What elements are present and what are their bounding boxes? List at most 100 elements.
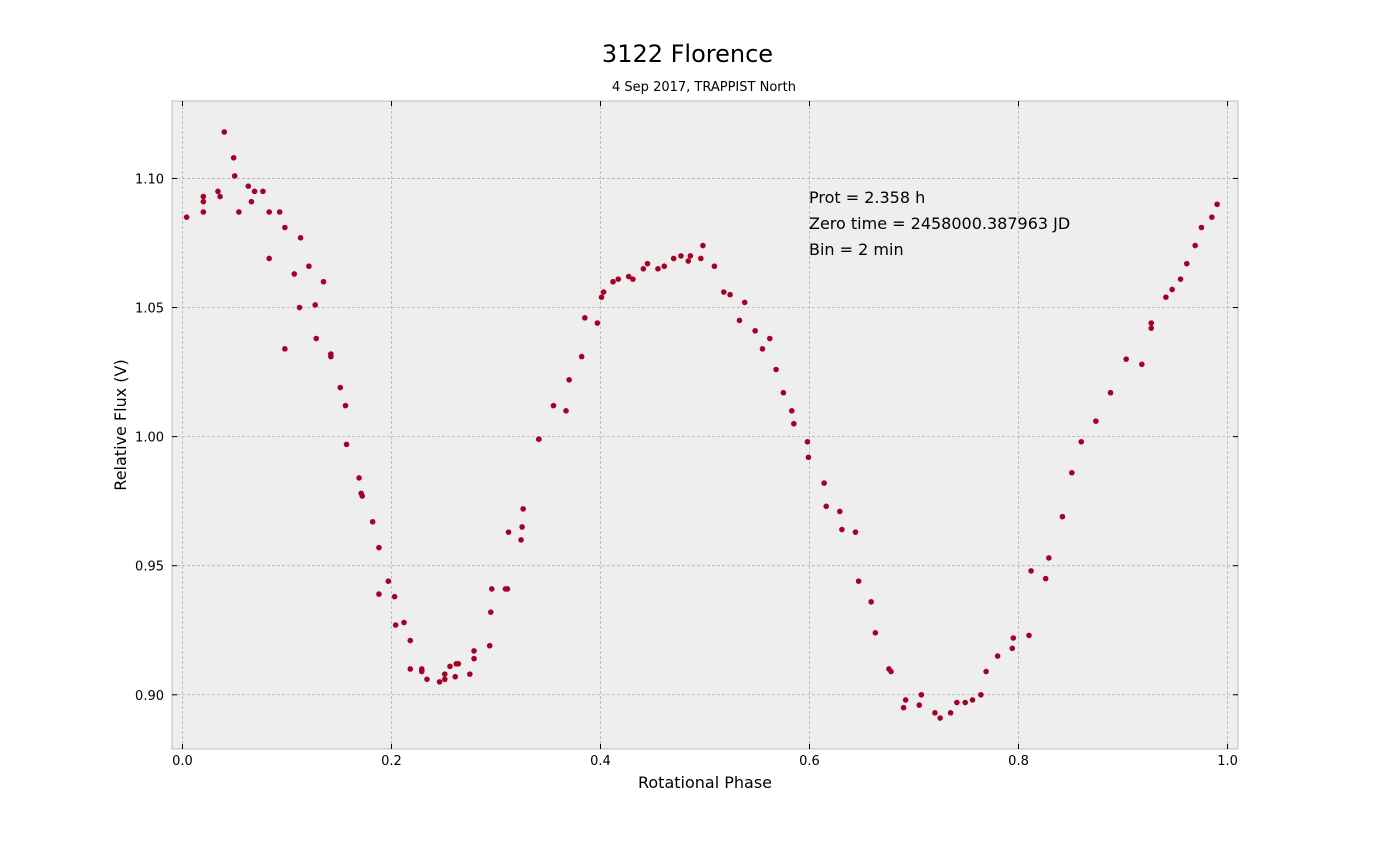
data-point [759, 346, 766, 352]
data-point [447, 663, 453, 670]
data-point [685, 258, 692, 264]
data-point [780, 389, 787, 396]
data-point [1010, 635, 1017, 641]
annotation-period: Prot = 2.358 h [809, 188, 925, 207]
data-point [644, 260, 651, 267]
y-axis: 0.90 0.95 1.00 1.05 1.10 [135, 172, 1238, 704]
data-point [200, 193, 207, 200]
y-axis-label: Relative Flux (V) [111, 359, 130, 490]
data-point [1046, 555, 1052, 561]
data-point [471, 655, 477, 662]
data-point [519, 524, 525, 530]
chart-subtitle: 4 Sep 2017, TRAPPIST North [612, 80, 796, 95]
data-point [282, 346, 288, 352]
data-point [1209, 214, 1215, 220]
grid-lines [172, 101, 1238, 749]
y-tick-label: 1.10 [135, 172, 164, 187]
data-point [297, 235, 304, 241]
data-point [217, 193, 223, 200]
data-point [424, 676, 430, 683]
data-point [1148, 320, 1155, 326]
data-point [356, 475, 362, 481]
data-point [566, 377, 572, 383]
data-point [823, 503, 830, 510]
data-point [918, 691, 925, 698]
data-point [359, 493, 366, 499]
data-points [183, 129, 1220, 721]
data-point [582, 315, 588, 321]
x-axis: 0.0 0.2 0.4 0.6 0.8 1.0 [172, 101, 1238, 769]
data-point [467, 671, 473, 677]
data-point [266, 255, 272, 262]
data-point [441, 671, 448, 677]
data-point [291, 271, 298, 277]
data-point [401, 619, 407, 626]
data-point [578, 353, 585, 360]
data-point [947, 710, 954, 716]
annotation-bin: Bin = 2 min [809, 240, 904, 259]
data-point [505, 529, 512, 535]
y-tick-label: 1.05 [135, 302, 164, 317]
data-point [868, 599, 874, 605]
x-tick-label: 0.2 [381, 754, 402, 769]
data-point [766, 335, 773, 342]
data-point [1009, 645, 1016, 652]
data-point [888, 668, 894, 675]
data-point [536, 436, 542, 442]
data-point [1069, 469, 1075, 476]
data-point [436, 679, 443, 685]
data-point [1177, 276, 1184, 282]
data-point [1163, 294, 1169, 301]
data-point [752, 327, 758, 334]
data-point [282, 224, 288, 231]
data-point [248, 198, 255, 205]
data-point [328, 353, 334, 360]
data-point [1183, 260, 1190, 267]
data-point [932, 710, 938, 716]
data-point [1192, 242, 1198, 249]
data-point [902, 697, 909, 703]
data-point [1198, 224, 1205, 231]
x-axis-label: Rotational Phase [638, 773, 772, 792]
data-point [455, 661, 462, 667]
data-point [640, 266, 647, 272]
data-point [615, 276, 622, 282]
data-point [610, 278, 616, 285]
data-point [487, 609, 494, 615]
data-point [839, 526, 845, 533]
data-point [563, 408, 569, 414]
plot-area [171, 100, 1239, 750]
data-point [837, 508, 843, 515]
data-point [407, 666, 414, 672]
data-point [245, 183, 252, 189]
data-point [678, 253, 684, 259]
data-point [369, 519, 376, 525]
annotation-zero-time: Zero time = 2458000.387963 JD [809, 214, 1070, 233]
data-point [655, 266, 661, 272]
data-point [1123, 356, 1129, 362]
data-point [471, 648, 477, 654]
data-point [741, 299, 748, 306]
data-point [954, 699, 960, 706]
data-point [518, 537, 524, 543]
data-point [550, 402, 557, 409]
data-point [452, 673, 459, 680]
x-tick-label: 0.8 [1008, 754, 1029, 769]
data-point [687, 253, 694, 259]
y-tick-label: 0.90 [135, 689, 164, 704]
data-point [1107, 389, 1114, 396]
data-point [1169, 286, 1175, 293]
y-tick-label: 1.00 [135, 431, 164, 446]
data-point [276, 209, 283, 215]
data-point [392, 622, 399, 628]
data-point [520, 506, 526, 512]
data-point [1148, 325, 1155, 331]
data-point [266, 209, 272, 215]
data-point [320, 278, 327, 285]
data-point [337, 384, 344, 391]
data-point [805, 454, 812, 461]
y-tick-label: 0.95 [135, 560, 164, 575]
data-point [1042, 575, 1049, 582]
data-point [852, 529, 859, 535]
